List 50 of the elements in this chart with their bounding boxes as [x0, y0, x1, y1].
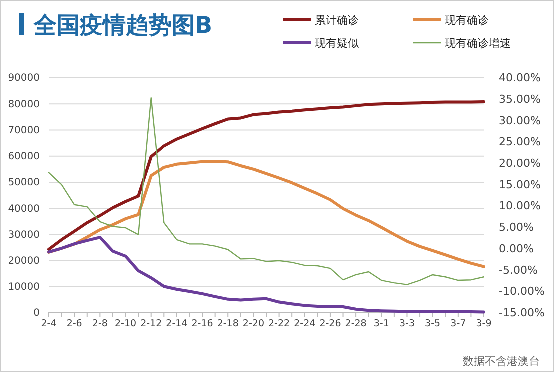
- x-tick-label: 2-12: [140, 318, 162, 330]
- line-series: [48, 97, 485, 286]
- y-tick-label: 80000: [8, 99, 40, 110]
- x-tick-label: 3-1: [374, 318, 390, 330]
- x-tick-label: 2-26: [320, 318, 342, 330]
- y2-tick-label: 20.00%: [499, 156, 541, 170]
- y-tick-label: 90000: [8, 73, 40, 84]
- y-tick-label: 30000: [8, 230, 40, 241]
- chart-title: 全国疫情趋势图B: [33, 13, 213, 39]
- x-tick-label: 3-5: [425, 318, 441, 330]
- y-tick-label: 0: [34, 308, 40, 320]
- y-tick-label: 60000: [8, 152, 40, 163]
- y2-tick-label: 40.00%: [499, 72, 541, 85]
- legend-label: 现有确诊增速: [445, 37, 511, 50]
- x-tick-label: 2-6: [66, 318, 82, 330]
- y-tick-label: 20000: [8, 256, 40, 267]
- legend-label: 现有疑似: [315, 37, 359, 50]
- x-tick-label: 3-3: [399, 318, 415, 330]
- y-tick-label: 10000: [8, 282, 40, 294]
- line-series: [48, 160, 486, 268]
- legend-label: 累计确诊: [315, 14, 359, 27]
- y2-tick-label: 30.00%: [499, 114, 541, 128]
- x-tick-label: 2-24: [294, 318, 316, 330]
- line-series: [48, 100, 486, 252]
- y2-tick-label: -10.00%: [499, 285, 545, 298]
- y2-tick-label: -15.00%: [499, 306, 545, 320]
- y2-tick-label: 5.00%: [499, 221, 534, 234]
- y2-tick-label: 25.00%: [499, 136, 541, 149]
- line-series: [48, 236, 486, 314]
- x-tick-label: 2-22: [268, 318, 290, 330]
- y2-tick-label: -5.00%: [499, 264, 538, 277]
- y-tick-label: 40000: [8, 204, 40, 215]
- x-tick-label: 2-14: [166, 318, 188, 330]
- y-tick-label: 50000: [8, 178, 40, 189]
- x-tick-label: 2-28: [345, 318, 367, 330]
- legend-label: 现有确诊: [445, 14, 489, 27]
- text: 数据不含港澳台: [463, 355, 540, 368]
- x-tick-label: 2-16: [192, 318, 214, 330]
- y2-tick-label: 15.00%: [499, 178, 541, 192]
- x-tick-label: 3-7: [450, 318, 466, 330]
- x-tick-label: 2-8: [92, 318, 108, 330]
- y2-tick-label: 0.00%: [499, 242, 534, 256]
- x-tick-label: 2-4: [41, 318, 57, 330]
- x-tick-label: 2-10: [114, 318, 137, 330]
- y-tick-label: 70000: [8, 125, 40, 136]
- x-tick-label: 2-20: [242, 318, 264, 330]
- x-tick-label: 2-18: [217, 318, 239, 330]
- y2-tick-label: 10.00%: [499, 200, 541, 213]
- x-tick-label: 3-9: [476, 318, 492, 330]
- y2-tick-label: 35.00%: [499, 92, 541, 106]
